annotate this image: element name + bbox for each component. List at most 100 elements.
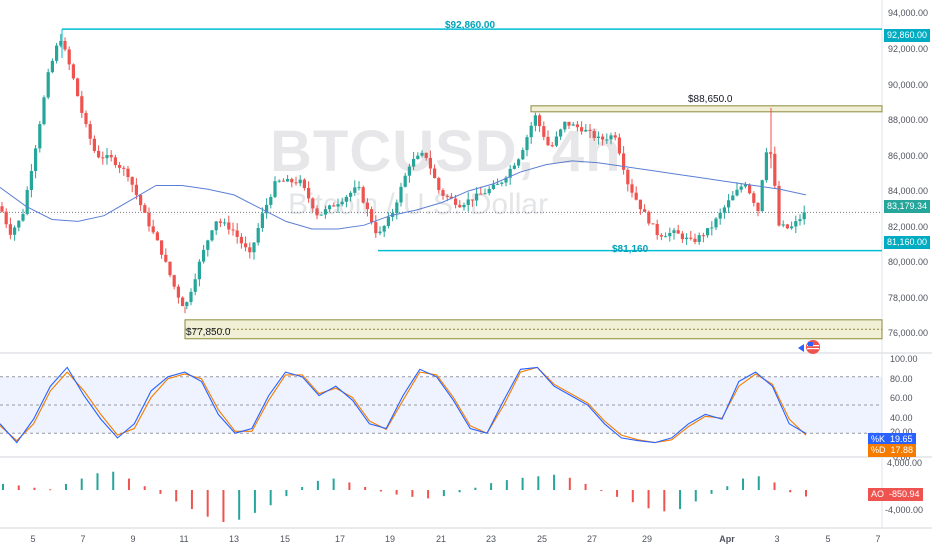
ao-bar <box>726 486 729 490</box>
ao-bar <box>411 490 414 497</box>
price-label: 94,000.00 <box>888 8 929 18</box>
price-label: 78,000.00 <box>888 293 929 303</box>
flag-icon[interactable] <box>796 339 822 355</box>
ao-bar <box>332 478 335 490</box>
candle-body <box>689 237 693 239</box>
ao-bar <box>647 490 650 509</box>
price-label: 92,000.00 <box>888 44 929 54</box>
candle-body <box>172 275 176 287</box>
price-label: 88,000.00 <box>888 115 929 125</box>
candle-body <box>386 216 390 226</box>
time-label: 27 <box>586 534 598 544</box>
current-price-tag: 83,179.34 <box>884 200 931 213</box>
candle-body <box>504 177 508 183</box>
candle-body <box>571 124 575 126</box>
candle-body <box>13 227 17 235</box>
candle-body <box>781 224 785 226</box>
candle-body <box>235 230 239 237</box>
candle-body <box>748 184 752 194</box>
stoch-axis-label: 60.00 <box>890 393 913 403</box>
candle-body <box>613 135 617 138</box>
candle-body <box>596 136 600 139</box>
candle-body <box>147 212 151 227</box>
candle-body <box>575 124 579 128</box>
candle-body <box>680 233 684 240</box>
candle-body <box>399 186 403 203</box>
candle-body <box>63 40 67 50</box>
candle-body <box>88 124 92 139</box>
stoch-axis-label: 20.00 <box>890 427 913 437</box>
time-label: 29 <box>641 534 653 544</box>
ao-bar <box>553 474 556 490</box>
candle-body <box>193 279 197 292</box>
candle-body <box>512 165 516 169</box>
candle-body <box>676 230 680 234</box>
ao-axis-label: 4,000.00 <box>887 458 923 468</box>
time-label: 21 <box>435 534 447 544</box>
candle-body <box>113 157 117 166</box>
candle-body <box>546 136 550 146</box>
candle-body <box>601 136 605 140</box>
candle-body <box>46 72 50 98</box>
candle-body <box>739 186 743 190</box>
candle-body <box>260 213 264 228</box>
ao-bar <box>789 490 792 493</box>
candle-body <box>617 137 621 154</box>
candle-body <box>609 135 613 140</box>
candle-body <box>286 178 290 182</box>
candle-body <box>92 138 96 151</box>
candle-body <box>319 214 323 216</box>
ao-bar <box>49 489 52 491</box>
ao-bar <box>458 490 461 493</box>
candle-body <box>336 204 340 207</box>
candle-body <box>109 154 113 158</box>
candle-body <box>118 165 122 168</box>
candle-body <box>361 187 365 203</box>
candle-body <box>281 180 285 182</box>
ao-bar <box>537 476 540 490</box>
candle-body <box>122 167 126 169</box>
candle-body <box>638 199 642 210</box>
ao-bar <box>238 490 241 520</box>
ao-bar <box>742 478 745 490</box>
candle-body <box>580 127 584 132</box>
candle-body <box>227 222 231 230</box>
candle-body <box>508 168 512 178</box>
candle-body <box>651 223 655 225</box>
stoch-axis-label: 100.00 <box>890 354 918 364</box>
candle-body <box>307 188 311 199</box>
candle-body <box>38 124 42 149</box>
stoch-axis-label: 80.00 <box>890 374 913 384</box>
price-label: 90,000.00 <box>888 80 929 90</box>
candle-body <box>210 230 214 241</box>
ao-bar <box>490 483 493 490</box>
ao-bar <box>143 486 146 490</box>
candle-body <box>155 232 159 241</box>
candle-body <box>370 209 374 223</box>
candle-body <box>160 240 164 255</box>
ao-bar <box>364 486 367 490</box>
ao-axis-label: -4,000.00 <box>885 505 924 515</box>
candle-body <box>164 254 168 262</box>
candle-body <box>701 235 705 237</box>
candle-body <box>151 226 155 233</box>
time-label: 23 <box>485 534 497 544</box>
ao-bar <box>96 473 99 490</box>
candle-body <box>412 158 416 167</box>
candle-body <box>34 148 38 172</box>
candle-body <box>643 209 647 212</box>
candle-body <box>143 205 147 213</box>
ao-bar <box>206 490 209 517</box>
price-label: 82,000.00 <box>888 222 929 232</box>
time-label: 15 <box>279 534 291 544</box>
candle-body <box>21 213 25 221</box>
ao-bar <box>33 487 36 490</box>
candle-body <box>428 157 432 169</box>
stoch-k-tag: %K 19.65 <box>868 433 916 446</box>
candle-body <box>202 249 206 262</box>
watermark-name: Bitcoin / U.S. Dollar <box>288 188 549 221</box>
candle-body <box>17 220 21 228</box>
candle-body <box>349 192 353 197</box>
